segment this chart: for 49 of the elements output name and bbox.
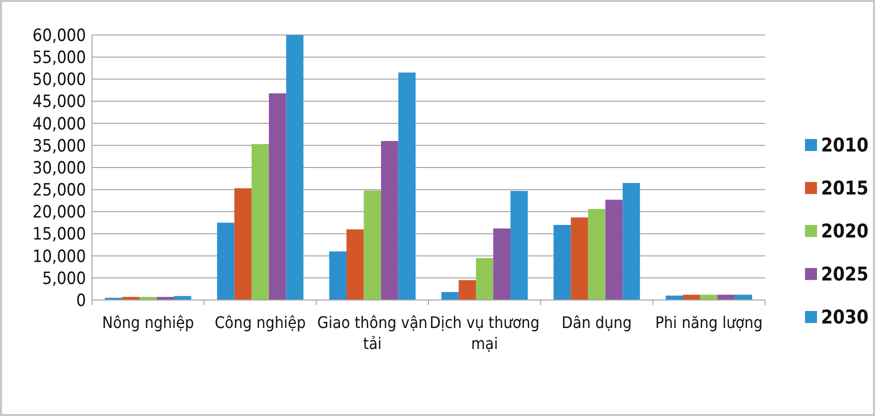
bar <box>588 209 606 300</box>
bar <box>441 292 459 300</box>
bar <box>622 182 640 300</box>
y-tick-label: 25,000 <box>32 180 86 201</box>
y-tick-label: 5,000 <box>42 268 86 289</box>
y-tick-label: 35,000 <box>32 136 86 156</box>
x-tick-label: Giao thông vận tải <box>317 313 428 353</box>
bar <box>554 224 571 300</box>
legend-label: 2010 <box>821 134 869 157</box>
bar <box>346 229 364 300</box>
y-tick-label: 45,000 <box>32 92 86 112</box>
bar <box>683 294 700 300</box>
y-tick-label: 40,000 <box>32 114 86 134</box>
bar <box>329 251 347 300</box>
y-tick-label: 30,000 <box>32 158 86 178</box>
legend-label: 2025 <box>821 264 869 286</box>
x-tick-label: Nông nghiệp <box>102 313 194 332</box>
x-tick-label: Dân dụng <box>562 313 632 332</box>
bar <box>458 280 476 300</box>
y-tick-label: 50,000 <box>32 70 86 90</box>
bar <box>398 72 416 300</box>
bar <box>510 190 528 300</box>
bar <box>493 228 510 300</box>
bar <box>234 188 252 300</box>
bar <box>700 294 718 300</box>
legend-label: 2030 <box>821 306 869 329</box>
bar <box>286 35 304 300</box>
y-tick-label: 20,000 <box>32 202 86 223</box>
bar <box>718 294 735 300</box>
y-tick-label: 15,000 <box>32 224 86 245</box>
x-tick-label: Công nghiệp <box>214 313 306 332</box>
y-tick-label: 55,000 <box>32 48 86 68</box>
bar <box>476 258 494 300</box>
legend-label: 2020 <box>821 220 869 243</box>
bar <box>217 222 234 300</box>
x-tick-label: Phi năng lượng <box>655 313 763 332</box>
bar <box>570 217 588 300</box>
legend-label: 2015 <box>821 178 869 200</box>
bar <box>666 296 684 300</box>
bar <box>605 200 623 300</box>
bar <box>268 93 286 300</box>
y-tick-label: 0 <box>76 290 86 311</box>
bar <box>364 190 382 300</box>
bar <box>734 294 752 300</box>
bar <box>381 141 398 300</box>
y-tick-label: 60,000 <box>32 26 86 46</box>
x-tick-label: Dịch vụ thương mại <box>430 313 540 353</box>
y-tick-label: 10,000 <box>32 246 86 267</box>
bar <box>252 144 269 300</box>
